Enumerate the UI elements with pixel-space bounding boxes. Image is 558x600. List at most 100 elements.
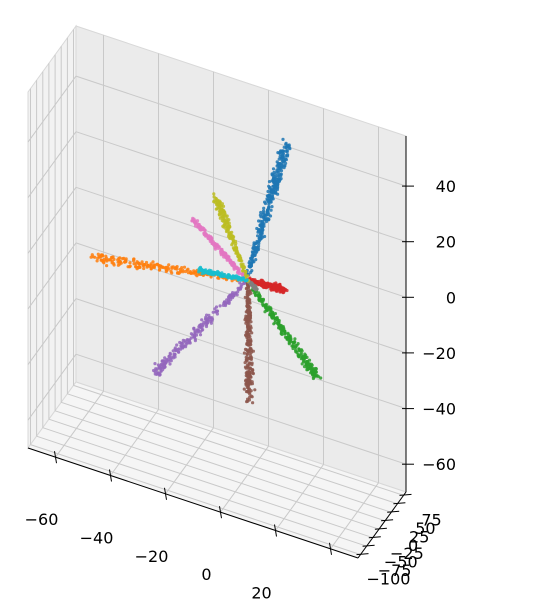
data-point <box>169 355 173 360</box>
data-point <box>247 318 251 322</box>
grid-line-x-floor <box>275 464 324 531</box>
data-point <box>257 291 261 295</box>
data-point <box>257 244 261 248</box>
data-point <box>246 333 251 337</box>
data-point <box>149 263 153 268</box>
data-point <box>170 265 174 269</box>
data-point <box>222 210 226 214</box>
y-tick-mark <box>374 527 387 530</box>
data-point <box>252 245 256 249</box>
data-point <box>146 263 150 267</box>
data-point <box>312 369 316 373</box>
data-point <box>253 278 257 282</box>
data-point <box>233 265 237 269</box>
data-point <box>252 284 256 288</box>
data-point <box>231 238 235 242</box>
data-point <box>162 359 166 363</box>
data-point <box>289 335 293 340</box>
x-tick-label: −60 <box>25 510 59 529</box>
data-point <box>277 169 281 173</box>
z-tick-label: −40 <box>422 400 456 419</box>
data-point <box>246 291 250 295</box>
data-point <box>263 303 268 307</box>
data-point <box>142 266 146 271</box>
data-point <box>214 207 218 211</box>
data-point <box>251 368 255 372</box>
data-point <box>244 270 248 274</box>
data-point <box>209 321 213 325</box>
grid-lines <box>27 29 407 556</box>
data-point <box>246 343 250 347</box>
data-point <box>192 217 196 221</box>
data-point <box>306 361 310 365</box>
data-point <box>250 254 254 258</box>
y-tick-label: 25 <box>409 527 429 546</box>
data-point <box>128 261 132 265</box>
data-point <box>244 390 249 394</box>
data-point <box>244 287 248 291</box>
data-point <box>271 167 276 171</box>
data-point <box>273 172 277 176</box>
grid-line-y-floor <box>61 401 392 513</box>
data-point <box>272 322 276 326</box>
grid-line-y-floor <box>36 435 367 547</box>
data-point <box>251 260 255 264</box>
data-point <box>264 219 269 224</box>
grid-line-z-back <box>75 353 407 465</box>
data-point <box>209 316 213 320</box>
data-point <box>225 229 230 233</box>
data-point <box>311 372 315 376</box>
z-tick-label: 40 <box>436 177 456 196</box>
data-points <box>89 137 323 405</box>
grid-line-z-back <box>75 75 407 187</box>
data-point <box>287 146 291 150</box>
data-point <box>270 172 274 176</box>
data-point <box>285 335 289 339</box>
data-point <box>179 269 183 273</box>
data-point <box>153 372 157 376</box>
data-point <box>277 284 282 289</box>
data-point <box>212 192 216 196</box>
data-point <box>197 270 201 274</box>
data-point <box>212 195 216 199</box>
axis-lines <box>27 136 414 559</box>
data-point <box>195 219 200 223</box>
y-tick-label: −50 <box>384 553 418 572</box>
data-point <box>262 206 266 210</box>
data-point <box>231 293 235 297</box>
data-point <box>265 308 269 312</box>
data-point <box>263 200 267 204</box>
data-point <box>285 154 290 158</box>
y-tick-mark <box>381 519 394 522</box>
data-point <box>175 343 179 347</box>
data-point <box>227 232 231 236</box>
data-point <box>282 326 286 330</box>
data-point <box>251 401 255 405</box>
x-axis-line <box>27 447 359 559</box>
data-point <box>227 218 231 222</box>
data-point <box>204 315 208 319</box>
data-point <box>299 357 303 361</box>
data-point <box>286 331 290 335</box>
data-point <box>247 312 251 316</box>
x-tick-label: 20 <box>251 584 271 600</box>
data-point <box>267 305 271 309</box>
grid-line-z-left <box>27 131 77 198</box>
data-point <box>216 270 221 275</box>
data-point <box>243 361 247 365</box>
data-point <box>271 316 275 320</box>
data-point <box>270 205 274 209</box>
data-point <box>187 341 191 345</box>
data-point <box>242 351 246 355</box>
data-point <box>234 292 238 296</box>
data-point <box>259 278 263 282</box>
data-point <box>259 225 263 229</box>
data-point <box>207 313 211 317</box>
data-point <box>267 217 271 221</box>
grid-line-x-floor <box>330 482 379 550</box>
data-point <box>249 320 253 324</box>
y-tick-label: 0 <box>408 536 418 555</box>
data-point <box>279 165 284 169</box>
data-point <box>218 304 222 308</box>
data-point <box>173 355 177 359</box>
